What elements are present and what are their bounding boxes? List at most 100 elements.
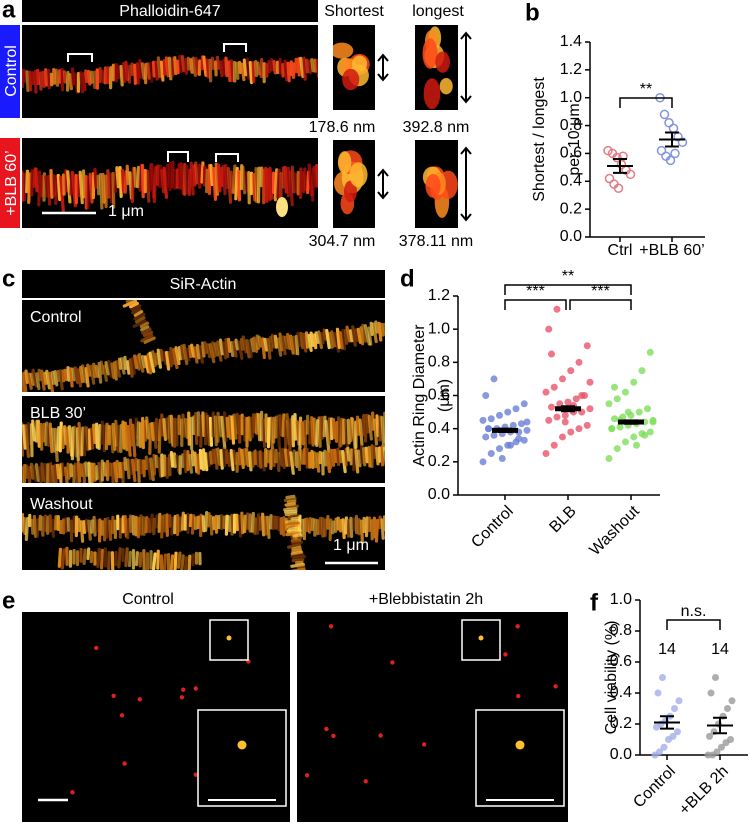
data-point (656, 145, 667, 156)
data-point (479, 458, 487, 466)
actin-ring (142, 548, 146, 570)
actin-ring (173, 56, 178, 76)
actin-ring (143, 336, 156, 344)
panel-letter: b (525, 0, 540, 26)
data-point (605, 455, 613, 463)
data-point (523, 418, 531, 426)
data-point (548, 350, 555, 358)
actin-ring (162, 553, 168, 570)
actin-ring (266, 449, 271, 464)
data-point (664, 118, 674, 128)
actin-ring (178, 54, 183, 73)
actin-ring (60, 548, 66, 570)
crop-blob (343, 180, 357, 203)
actin-ring (133, 354, 139, 370)
actin-ring (289, 451, 295, 475)
actin-ring (29, 372, 35, 386)
actin-ring (241, 335, 248, 354)
actin-ring (128, 358, 134, 378)
actin-ring (27, 372, 33, 390)
actin-ring (41, 516, 45, 537)
x-tick-label: +BLB 2h (676, 763, 732, 819)
row-label: Control (30, 309, 82, 326)
actin-ring (299, 331, 305, 350)
actin-ring (302, 447, 307, 465)
actin-ring (187, 554, 192, 570)
row-label: +BLB 60’ (3, 150, 20, 215)
actin-ring (377, 446, 382, 463)
legend-entry: Dapi (86, 618, 119, 635)
actin-ring (121, 547, 125, 563)
actin-ring (315, 163, 318, 188)
actin-ring (292, 449, 296, 467)
actin-ring (167, 350, 173, 368)
actin-ring (116, 514, 120, 531)
data-point (564, 398, 572, 406)
data-point (718, 743, 725, 751)
actin-ring (191, 56, 197, 77)
actin-ring (183, 514, 188, 531)
data-point (707, 689, 715, 697)
actin-ring (252, 413, 257, 434)
actin-ring (159, 554, 164, 570)
actin-ring (107, 359, 113, 378)
data-point (671, 705, 678, 712)
panel-title: SiR-Actin (170, 276, 237, 293)
actin-ring (230, 415, 236, 445)
data-point (712, 674, 719, 681)
actin-ring (290, 165, 296, 194)
actin-ring (377, 321, 383, 342)
actin-ring (125, 300, 137, 304)
significance-label: n.s. (681, 603, 707, 620)
actin-ring (313, 518, 317, 537)
actin-ring (114, 360, 122, 378)
actin-ring (195, 343, 201, 360)
significance-label: ** (562, 268, 574, 285)
nucleus (122, 761, 127, 766)
actin-ring (291, 540, 304, 546)
nucleus (137, 697, 142, 702)
actin-ring (279, 517, 283, 535)
actin-ring (145, 552, 150, 570)
actin-ring (73, 366, 80, 385)
data-point (669, 732, 677, 740)
data-point (659, 674, 666, 681)
actin-ring (292, 62, 296, 79)
actin-ring (97, 518, 102, 543)
actin-ring (66, 517, 71, 532)
y-axis-label: (μm) (436, 379, 453, 412)
actin-ring (259, 410, 264, 442)
significance-bracket (504, 299, 567, 310)
actin-ring (291, 545, 302, 551)
actin-ring (43, 462, 48, 483)
data-point (479, 416, 487, 424)
actin-ring (165, 513, 169, 537)
actin-ring (296, 331, 302, 348)
actin-ring (69, 519, 74, 543)
actin-ring (179, 554, 185, 570)
actin-ring (226, 337, 232, 353)
data-point (545, 416, 553, 424)
crop-blob (333, 42, 354, 59)
data-point (633, 441, 640, 449)
actin-ring (370, 519, 374, 541)
bracket (67, 43, 247, 62)
actin-ring (108, 462, 112, 477)
data-point (567, 428, 575, 436)
row-label: Control (3, 45, 20, 97)
data-point (559, 375, 566, 383)
actin-ring (72, 548, 76, 565)
data-point (520, 436, 528, 444)
dead-cell (226, 635, 232, 641)
actin-ring (382, 446, 385, 470)
actin-ring (93, 167, 98, 189)
y-tick-label: 0.2 (560, 200, 582, 217)
row-tag (0, 138, 20, 228)
actin-ring (239, 448, 245, 470)
n-label: 14 (658, 641, 676, 658)
actin-ring (361, 323, 368, 343)
actin-ring (100, 520, 105, 536)
data-point (515, 435, 523, 443)
micrograph-content (22, 300, 385, 392)
actin-ring (278, 57, 282, 75)
